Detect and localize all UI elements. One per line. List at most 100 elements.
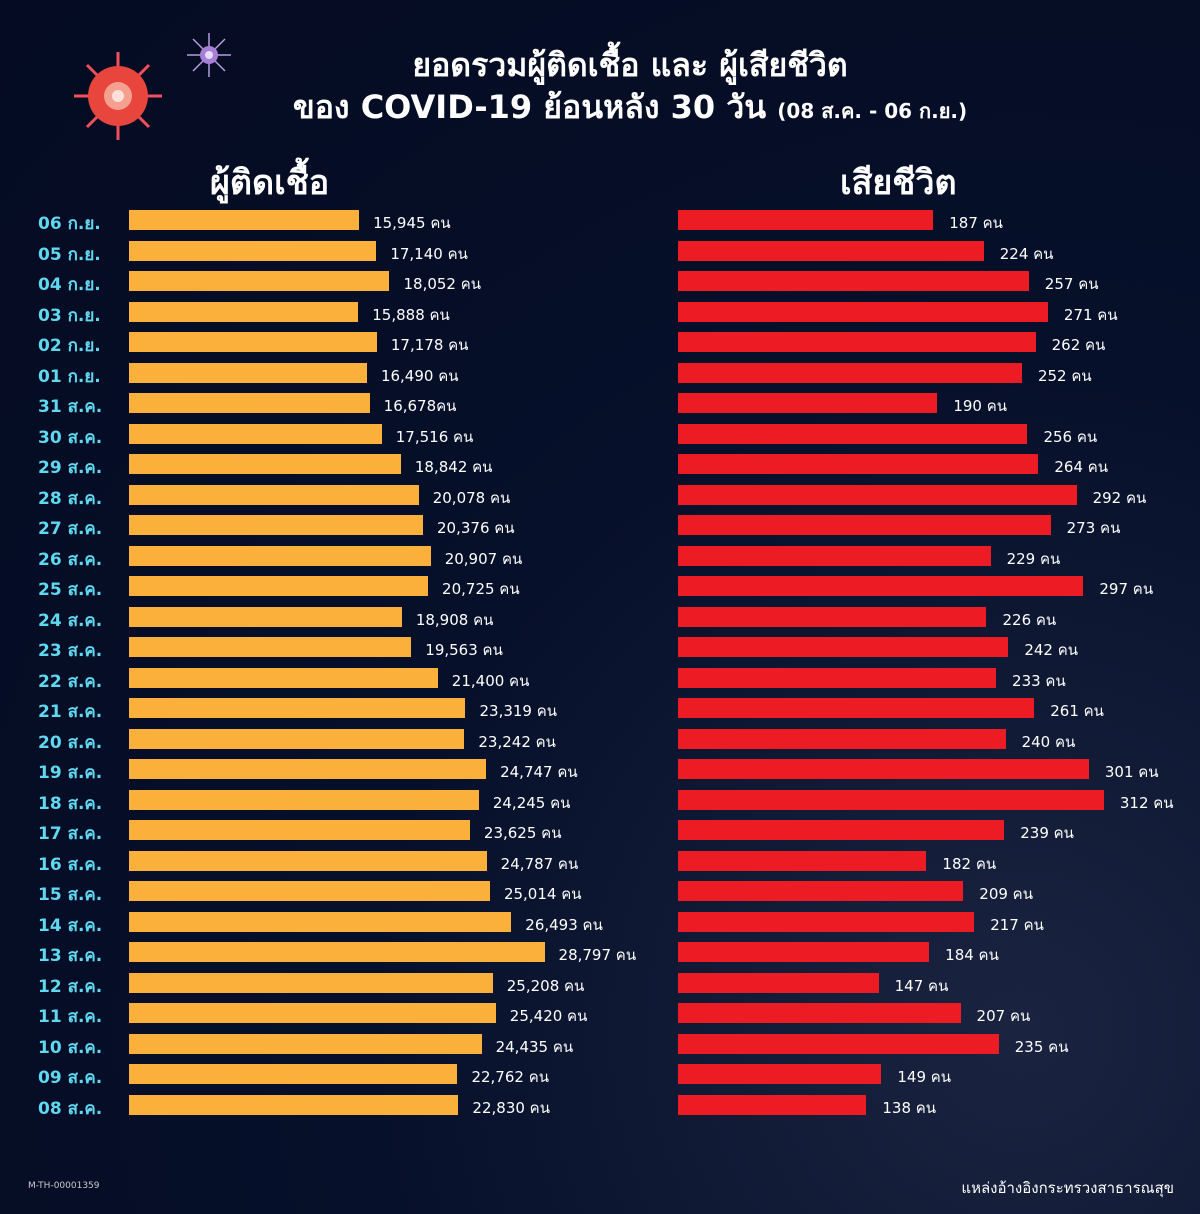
infected-value-label: 25,014 คน — [503, 885, 582, 903]
deaths-value-label: 312 คน — [1119, 793, 1174, 812]
infected-value-label: 23,242 คน — [478, 732, 556, 751]
infected-bar — [129, 667, 438, 688]
deaths-value-label: 138 คน — [882, 1098, 937, 1117]
infected-bar — [129, 332, 377, 352]
infected-value-label: 20,725 คน — [442, 580, 520, 598]
document-id: M-TH-00001359 — [28, 1181, 100, 1191]
deaths-value-label: 187 คน — [949, 214, 1003, 232]
date-label: 03 ก.ย. — [38, 305, 101, 326]
deaths-bar — [678, 637, 1009, 657]
deaths-value-label: 190 คน — [953, 397, 1008, 415]
infected-value-label: 19,563 คน — [425, 641, 503, 659]
deaths-value-label: 182 คน — [942, 854, 997, 873]
infected-bar — [129, 698, 466, 718]
infected-bar — [129, 576, 429, 596]
deaths-bar — [678, 301, 1048, 322]
infected-value-label: 24,787 คน — [500, 854, 579, 873]
infected-value-label: 20,376 คน — [437, 519, 515, 537]
infected-bar — [129, 881, 490, 901]
infected-value-label: 18,842 คน — [414, 458, 493, 476]
infected-value-label: 17,178 คน — [390, 336, 469, 354]
infected-value-label: 16,490 คน — [380, 366, 459, 385]
infected-bar — [129, 271, 390, 291]
deaths-bar — [678, 515, 1051, 535]
infected-bar — [129, 210, 360, 230]
infected-value-label: 24,435 คน — [495, 1037, 574, 1056]
deaths-bar — [678, 545, 991, 566]
title-line-1: ยอดรวมผู้ติดเชื้อ และ ผู้เสียชีวิต — [412, 46, 848, 84]
date-label: 26 ส.ค. — [38, 549, 103, 570]
date-label: 01 ก.ย. — [38, 366, 101, 387]
infected-column-title: ผู้ติดเชื้อ — [210, 163, 330, 203]
deaths-value-label: 297 คน — [1099, 580, 1154, 598]
infected-value-label: 24,245 คน — [492, 793, 571, 812]
infected-bar — [129, 484, 419, 505]
date-label: 18 ส.ค. — [38, 793, 103, 814]
deaths-bar — [678, 911, 975, 932]
date-label: 06 ก.ย. — [38, 214, 101, 234]
deaths-column-title: เสียชีวิต — [840, 163, 957, 203]
deaths-value-label: 184 คน — [945, 946, 999, 964]
infected-value-label: 24,747 คน — [500, 763, 578, 781]
deaths-value-label: 271 คน — [1063, 305, 1118, 324]
deaths-bar — [678, 240, 984, 261]
infected-bar — [129, 301, 359, 322]
date-label: 14 ส.ค. — [38, 915, 103, 936]
infected-value-label: 21,400 คน — [451, 671, 530, 690]
infected-value-label: 17,140 คน — [390, 244, 468, 263]
infected-bar — [129, 728, 465, 749]
infected-value-label: 20,907 คน — [444, 549, 523, 568]
infected-bar — [129, 789, 479, 810]
deaths-value-label: 264 คน — [1054, 458, 1109, 476]
virus-icon-purple — [187, 33, 231, 77]
deaths-bar — [678, 698, 1035, 718]
deaths-value-label: 301 คน — [1104, 763, 1159, 781]
deaths-value-label: 242 คน — [1024, 641, 1079, 659]
date-label: 08 ส.ค. — [38, 1098, 103, 1119]
deaths-value-label: 209 คน — [979, 885, 1033, 903]
deaths-bar — [678, 423, 1028, 444]
deaths-value-label: 257 คน — [1044, 275, 1099, 293]
infected-value-label: 17,516 คน — [395, 427, 474, 446]
deaths-bar — [678, 789, 1104, 810]
infected-bar — [129, 759, 487, 779]
deaths-value-label: 261 คน — [1050, 702, 1104, 720]
date-label: 30 ส.ค. — [38, 427, 103, 448]
deaths-bar — [678, 271, 1029, 291]
infected-value-label: 23,319 คน — [479, 702, 558, 720]
deaths-bar — [678, 576, 1084, 596]
date-label: 04 ก.ย. — [38, 275, 101, 295]
deaths-bar — [678, 759, 1089, 779]
date-label: 02 ก.ย. — [38, 336, 101, 356]
deaths-bar — [678, 972, 879, 993]
deaths-value-label: 240 คน — [1021, 732, 1076, 751]
date-label: 19 ส.ค. — [38, 763, 103, 783]
deaths-bar — [678, 1003, 961, 1023]
deaths-value-label: 273 คน — [1066, 519, 1121, 537]
infected-value-label: 18,052 คน — [403, 275, 482, 293]
infected-value-label: 16,678คน — [383, 397, 457, 415]
deaths-bar — [678, 820, 1005, 840]
deaths-bar — [678, 942, 930, 962]
infected-bar — [129, 637, 412, 657]
infected-bar — [129, 240, 377, 261]
deaths-value-label: 147 คน — [894, 976, 949, 995]
infected-value-label: 28,797 คน — [558, 946, 637, 964]
deaths-value-label: 235 คน — [1014, 1037, 1069, 1056]
deaths-value-label: 233 คน — [1012, 671, 1066, 690]
deaths-bar — [678, 393, 938, 413]
deaths-value-label: 226 คน — [1002, 610, 1057, 629]
infected-bar — [129, 911, 512, 932]
deaths-value-label: 292 คน — [1092, 488, 1147, 507]
date-label: 29 ส.ค. — [38, 458, 103, 478]
deaths-bar — [678, 728, 1006, 749]
date-label: 10 ส.ค. — [38, 1037, 103, 1058]
deaths-bar — [678, 1094, 867, 1115]
infected-value-label: 22,830 คน — [472, 1098, 550, 1117]
deaths-bar — [678, 667, 997, 688]
infected-value-label: 15,888 คน — [372, 305, 450, 324]
infected-value-label: 25,208 คน — [506, 976, 585, 995]
deaths-bar — [678, 454, 1039, 474]
virus-icon-red — [74, 52, 162, 140]
